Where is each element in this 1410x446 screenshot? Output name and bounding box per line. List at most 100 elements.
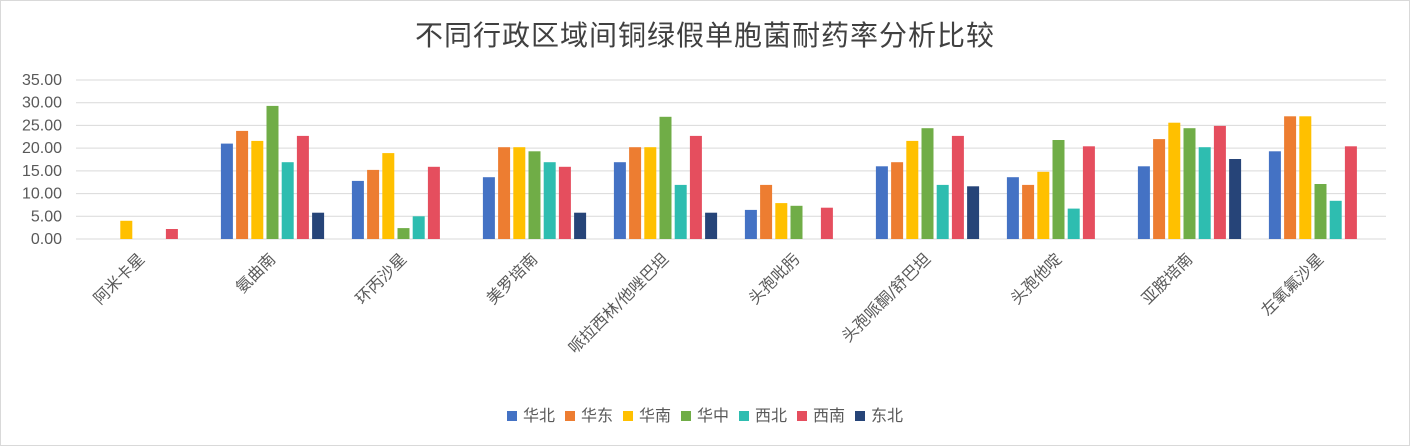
bar-华中-头孢哌酮/舒巴坦: [921, 128, 934, 239]
bar-华东-亚胺培南: [1153, 139, 1166, 239]
bar-华东-美罗培南: [498, 147, 511, 239]
legend-item: 西北: [739, 402, 787, 426]
bar-华南-头孢吡肟: [775, 203, 788, 239]
bar-东北-氨曲南: [312, 212, 325, 239]
bar-华中-美罗培南: [528, 151, 541, 239]
bar-华东-氨曲南: [236, 130, 249, 239]
bar-西南-哌拉西林/他唑巴坦: [689, 135, 702, 239]
bar-华北-哌拉西林/他唑巴坦: [613, 162, 626, 239]
y-tick-label: 20.00: [22, 140, 62, 157]
bar-西北-氨曲南: [281, 162, 294, 239]
bar-华南-环丙沙星: [382, 153, 395, 239]
bar-华东-头孢他啶: [1022, 184, 1035, 239]
bar-西北-头孢他啶: [1067, 208, 1080, 239]
bar-华中-哌拉西林/他唑巴坦: [659, 116, 672, 239]
legend-item: 华南: [622, 402, 671, 426]
x-tick-label: 哌拉西林/他唑巴坦: [565, 249, 673, 357]
chart-title: 不同行政区域间铜绿假单胞菌耐药率分析比较: [414, 19, 995, 52]
gridlines: [76, 79, 1386, 240]
x-tick-label: 亚胺培南: [1138, 249, 1197, 308]
legend-item: 华中: [680, 402, 729, 426]
legend-swatch: [797, 411, 808, 421]
bar-西南-亚胺培南: [1213, 125, 1226, 239]
x-tick-label: 氨曲南: [232, 249, 279, 296]
bar-华南-左氧氟沙星: [1299, 116, 1312, 239]
bar-西南-环丙沙星: [427, 166, 440, 239]
y-tick-label: 30.00: [22, 95, 62, 112]
y-tick-label: 5.00: [31, 208, 62, 225]
bar-西北-头孢哌酮/舒巴坦: [936, 184, 949, 239]
bar-西北-环丙沙星: [412, 216, 425, 239]
bar-西北-美罗培南: [543, 162, 556, 239]
bar-华北-氨曲南: [220, 143, 233, 239]
bar-华南-头孢哌酮/舒巴坦: [906, 140, 919, 239]
legend-label: 西北: [755, 406, 788, 425]
bar-华中-亚胺培南: [1183, 128, 1196, 239]
legend-item: 华北: [506, 402, 555, 426]
bar-东北-亚胺培南: [1229, 159, 1242, 239]
bar-华北-头孢吡肟: [744, 209, 757, 239]
bar-华东-头孢吡肟: [760, 184, 773, 239]
legend-label: 东北: [871, 406, 904, 425]
x-tick-label: 头孢吡肟: [745, 249, 804, 308]
x-axis-labels: 阿米卡星 氨曲南 环丙沙星 美罗培南 哌拉西林/他唑巴坦 头孢吡肟 头孢哌酮/舒巴坦 头孢他啶…: [90, 249, 1328, 357]
x-tick-label: 左氧氟沙星: [1257, 249, 1327, 319]
bar-华东-头孢哌酮/舒巴坦: [891, 162, 904, 239]
bar-华北-美罗培南: [482, 177, 495, 239]
legend-swatch: [855, 411, 866, 421]
bar-华中-环丙沙星: [397, 228, 410, 239]
legend-item: 华东: [564, 402, 613, 426]
bar-华南-氨曲南: [251, 140, 264, 239]
legend-swatch: [680, 411, 691, 421]
legend-label: 西南: [813, 406, 846, 425]
bar-华北-头孢他啶: [1006, 177, 1019, 239]
bar-华东-哌拉西林/他唑巴坦: [629, 147, 642, 239]
bar-华南-头孢他啶: [1037, 171, 1050, 239]
y-axis-ticks: 0.00 5.00 10.00 15.00 20.00 25.00 30.00 35.00: [22, 72, 62, 248]
legend-swatch: [622, 411, 633, 421]
y-tick-label: 15.00: [22, 163, 62, 180]
legend-swatch: [739, 411, 749, 421]
y-tick-label: 25.00: [22, 117, 62, 134]
bar-西南-阿米卡星: [165, 229, 178, 239]
bar-东北-头孢哌酮/舒巴坦: [967, 186, 980, 239]
bar-华北-左氧氟沙星: [1268, 151, 1281, 239]
legend-swatch: [564, 411, 575, 421]
bar-东北-美罗培南: [574, 212, 587, 239]
bar-华东-环丙沙星: [367, 169, 380, 239]
bar-西南-头孢吡肟: [820, 207, 833, 239]
bar-华中-头孢他啶: [1052, 140, 1065, 239]
bar-华中-氨曲南: [266, 105, 279, 240]
bar-西北-哌拉西林/他唑巴坦: [674, 184, 687, 239]
x-tick-label: 美罗培南: [483, 249, 542, 308]
bar-华北-亚胺培南: [1137, 166, 1150, 239]
bar-西南-氨曲南: [296, 135, 309, 239]
bar-西南-头孢哌酮/舒巴坦: [951, 135, 964, 239]
legend-label: 华中: [696, 406, 729, 425]
bar-西北-亚胺培南: [1198, 147, 1211, 239]
bar-华南-阿米卡星: [120, 220, 133, 239]
x-tick-label: 头孢哌酮/舒巴坦: [838, 249, 934, 345]
legend-label: 华南: [638, 406, 671, 425]
bar-华北-环丙沙星: [351, 180, 364, 239]
legend: 华北 华东 华南 华中 西北 西南 东北: [0, 402, 1410, 426]
x-tick-label: 阿米卡星: [90, 249, 149, 308]
bar-西南-左氧氟沙星: [1344, 146, 1357, 239]
bar-东北-哌拉西林/他唑巴坦: [705, 212, 718, 239]
bar-华南-亚胺培南: [1168, 122, 1181, 239]
legend-swatch: [506, 411, 517, 421]
bars: [120, 105, 1357, 240]
y-tick-label: 0.00: [31, 231, 62, 248]
legend-item: 东北: [855, 402, 903, 426]
bar-西北-左氧氟沙星: [1329, 200, 1342, 239]
bar-华南-美罗培南: [513, 147, 526, 239]
legend-label: 华东: [580, 406, 613, 425]
bar-华南-哌拉西林/他唑巴坦: [644, 147, 657, 239]
x-tick-label: 环丙沙星: [352, 249, 411, 308]
bar-西南-美罗培南: [558, 166, 571, 239]
bar-西南-头孢他啶: [1082, 146, 1095, 239]
bar-华中-头孢吡肟: [790, 205, 803, 239]
y-tick-label: 10.00: [22, 186, 62, 203]
legend-item: 西南: [797, 402, 845, 426]
